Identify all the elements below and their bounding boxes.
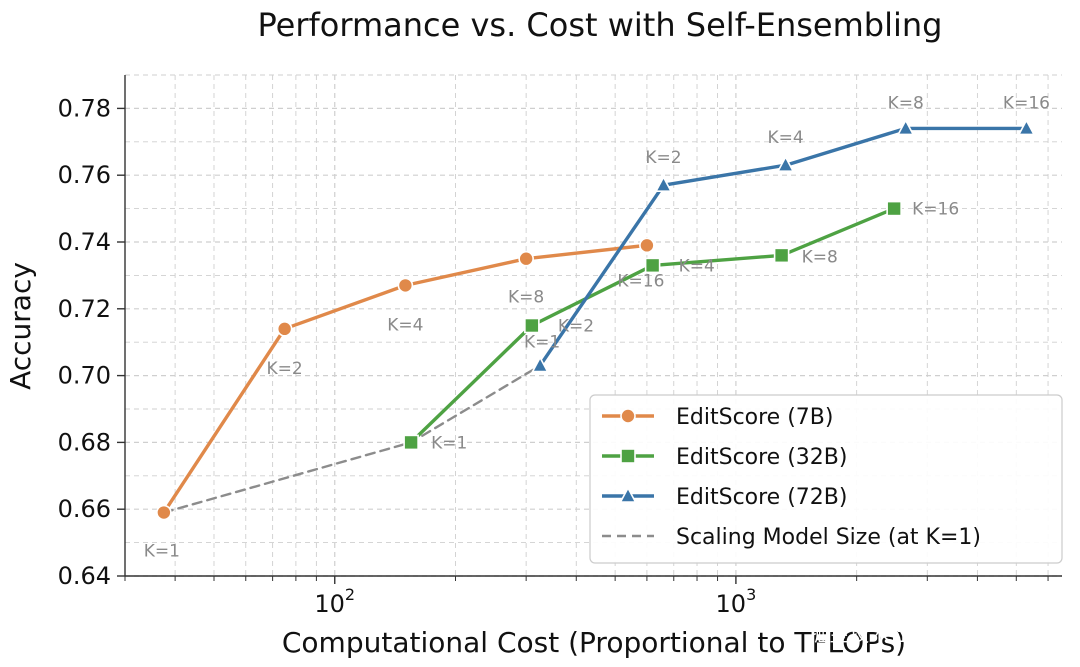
x-tick-exponent: 3 xyxy=(746,585,756,604)
point-label-editscore-7b: K=1 xyxy=(144,542,180,562)
point-label-editscore-7b: K=2 xyxy=(267,359,303,379)
point-label-editscore-7b: K=8 xyxy=(508,288,544,308)
legend-entry-editscore-7b: EditScore (7B) xyxy=(602,405,833,430)
legend-label: EditScore (32B) xyxy=(676,445,847,470)
point-label-editscore-32b: K=4 xyxy=(679,256,715,276)
data-point-editscore-32b xyxy=(524,317,540,334)
legend-entry-editscore-32b: EditScore (32B) xyxy=(602,445,847,470)
series-layer xyxy=(156,118,1036,521)
y-tick-label: 0.70 xyxy=(58,362,111,390)
point-label-editscore-7b: K=4 xyxy=(387,315,423,335)
data-point-editscore-72b xyxy=(1017,118,1036,136)
data-point-editscore-7b xyxy=(620,408,636,424)
point-label-editscore-72b: K=8 xyxy=(888,93,924,113)
data-point-editscore-72b xyxy=(776,155,795,172)
y-tick-label: 0.78 xyxy=(58,94,111,122)
legend-box xyxy=(589,394,1063,564)
legend-entry-scaling-model-size-at-k-1: Scaling Model Size (at K=1) xyxy=(602,525,981,550)
point-label-editscore-32b: K=8 xyxy=(802,247,838,267)
legend-entry-editscore-72b: EditScore (72B) xyxy=(602,485,847,510)
y-tick-label: 0.74 xyxy=(58,228,111,256)
legend-label: EditScore (72B) xyxy=(676,485,847,510)
point-label-editscore-32b: K=16 xyxy=(912,200,959,220)
data-point-editscore-7b xyxy=(276,321,293,337)
point-label-editscore-7b: K=16 xyxy=(617,271,664,291)
y-tick-label: 0.72 xyxy=(58,295,111,323)
point-label-editscore-72b: K=4 xyxy=(767,128,803,148)
y-tick-label: 0.76 xyxy=(58,161,111,189)
data-point-editscore-7b xyxy=(156,504,172,521)
watermark: 掘金技术社区 @ 智源研究院 xyxy=(809,622,1062,646)
legend-label: Scaling Model Size (at K=1) xyxy=(676,525,981,550)
x-axis-label: Computational Cost (Proportional to TFLO… xyxy=(282,626,906,659)
data-point-editscore-72b xyxy=(896,118,915,136)
point-label-editscore-72b: K=16 xyxy=(1003,93,1050,113)
y-axis-label: Accuracy xyxy=(4,262,37,390)
data-point-editscore-72b xyxy=(654,175,673,193)
x-tick-base: 10 xyxy=(716,590,747,618)
series-line-scaling-model-size-at-k-1 xyxy=(162,364,542,514)
data-point-editscore-72b xyxy=(531,355,549,373)
y-tick-label: 0.64 xyxy=(58,562,111,590)
data-point-editscore-32b xyxy=(403,434,419,451)
data-point-editscore-7b xyxy=(397,277,414,294)
legend-label: EditScore (7B) xyxy=(676,405,833,430)
data-point-editscore-7b xyxy=(518,250,534,267)
x-tick-label: 102 xyxy=(314,585,355,618)
data-point-editscore-72b xyxy=(619,486,637,503)
data-point-editscore-32b xyxy=(886,200,902,217)
point-label-editscore-72b: K=1 xyxy=(524,333,560,353)
point-label-editscore-32b: K=2 xyxy=(558,317,594,337)
legend: EditScore (7B) EditScore (32B) EditScore (… xyxy=(589,394,1063,564)
point-labels: K=1K=2K=4K=8K=16K=1K=2K=4 K=8K=16K=1K=2K=… xyxy=(144,93,1050,561)
point-label-editscore-72b: K=2 xyxy=(645,148,681,168)
x-tick-label: 103 xyxy=(716,585,757,618)
data-point-editscore-7b xyxy=(639,237,655,254)
y-tick-label: 0.68 xyxy=(58,428,111,456)
point-label-editscore-32b: K=1 xyxy=(431,433,467,453)
x-tick-exponent: 2 xyxy=(345,585,355,604)
data-point-editscore-32b xyxy=(773,247,790,264)
y-tick-label: 0.66 xyxy=(58,495,111,523)
data-point-editscore-32b xyxy=(620,448,636,464)
x-tick-base: 10 xyxy=(314,590,345,618)
data-point-editscore-32b xyxy=(644,257,661,274)
chart-title: Performance vs. Cost with Self-Ensemblin… xyxy=(258,6,943,44)
